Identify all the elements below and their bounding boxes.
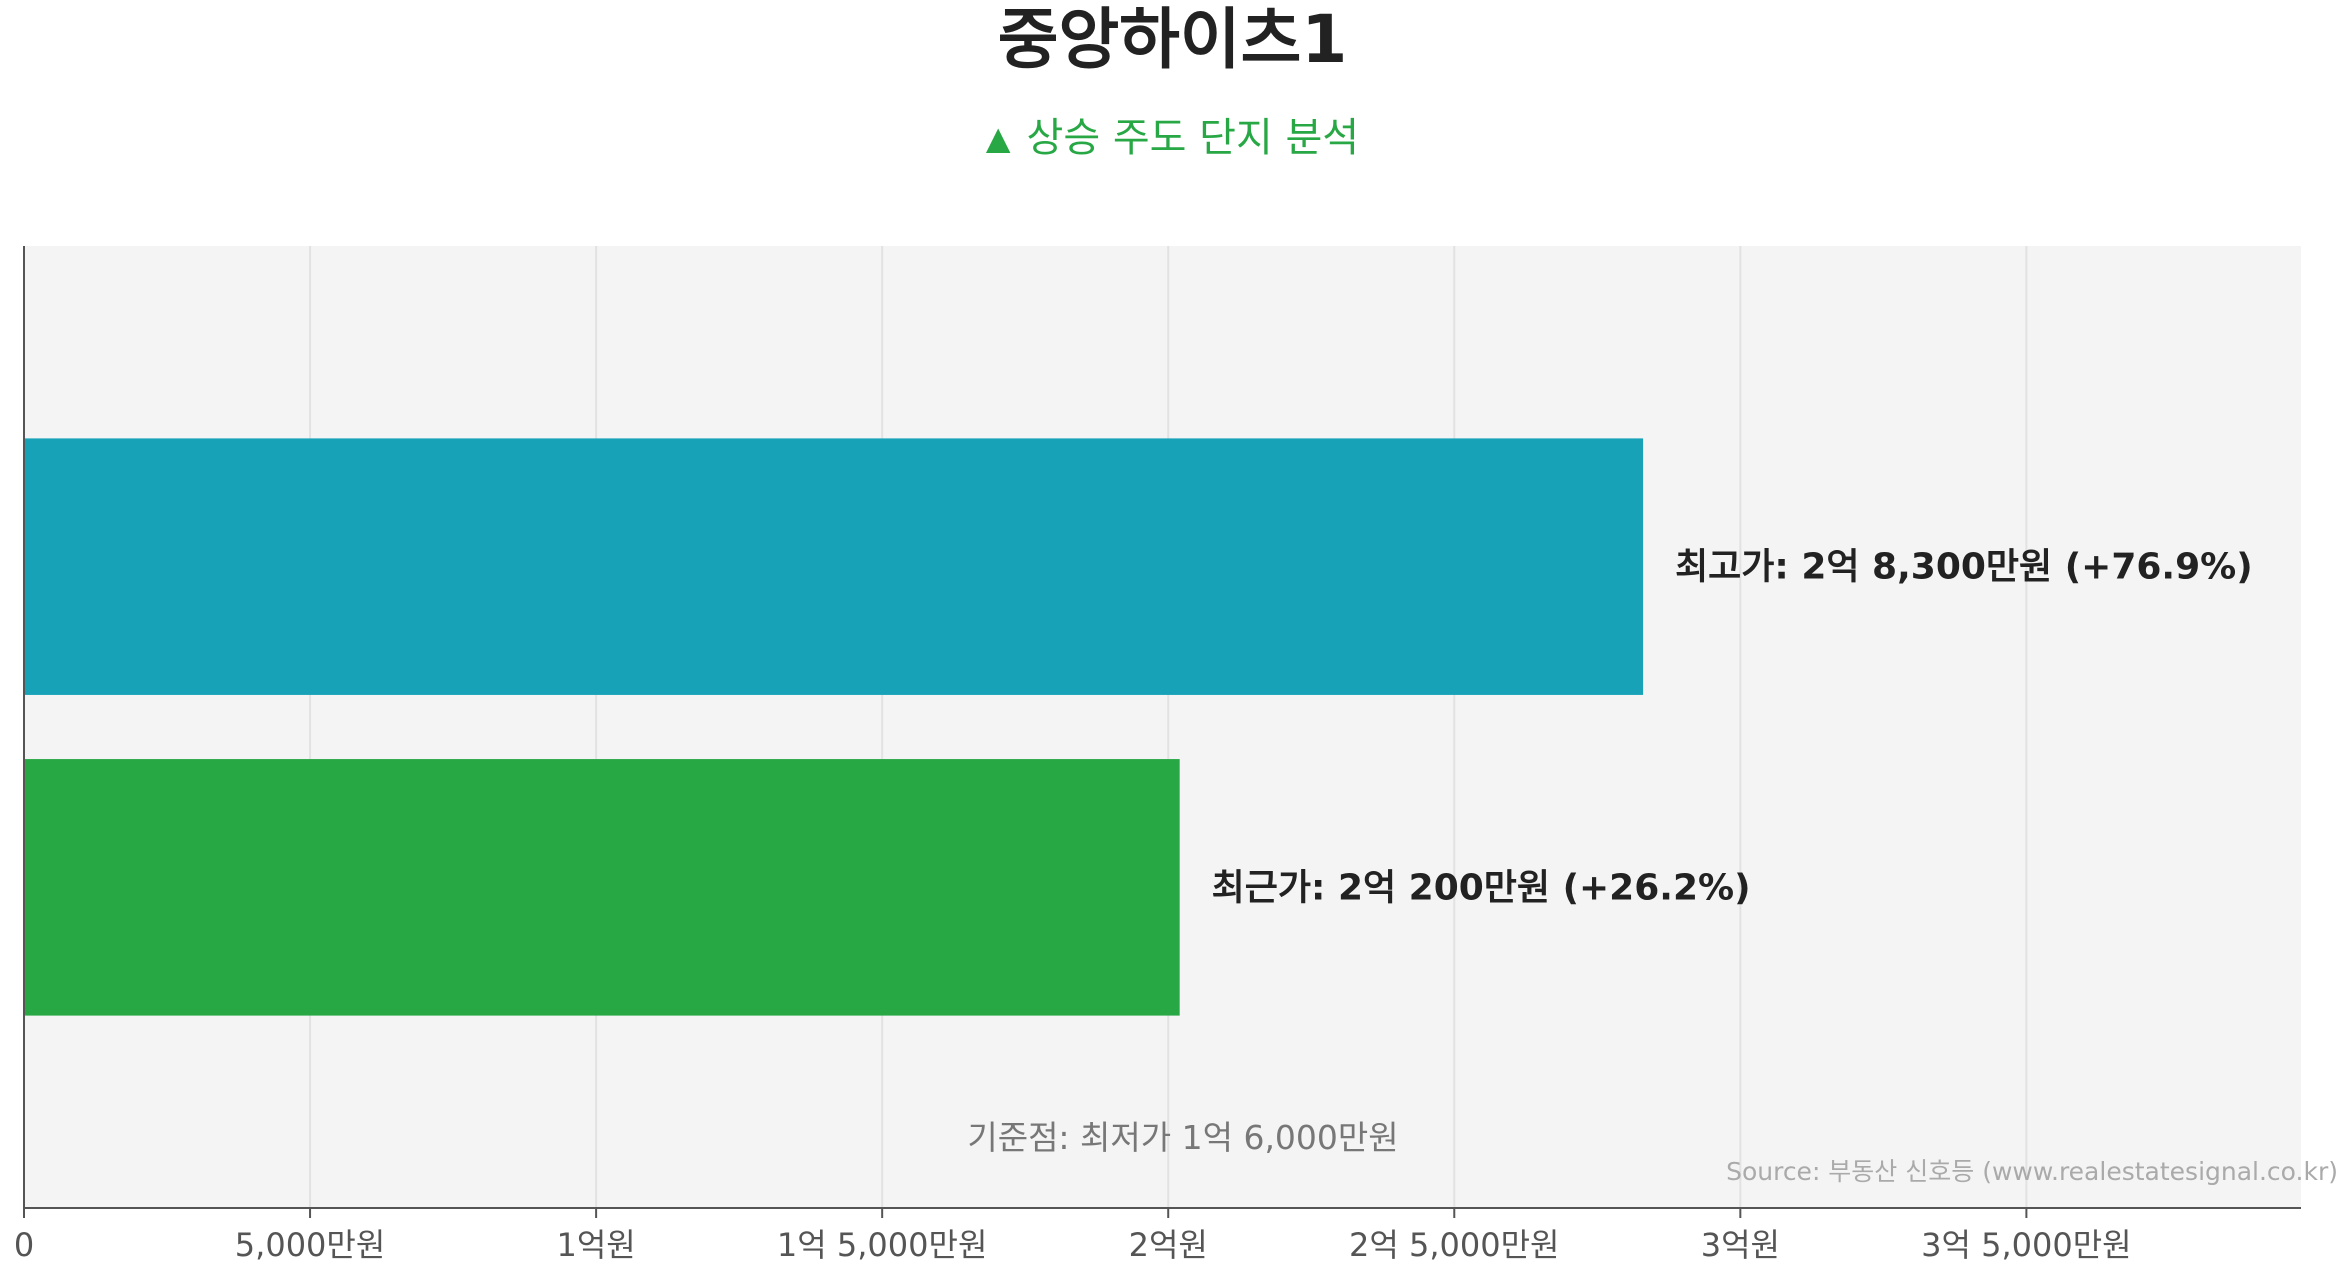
x-tick-label: 2억 5,000만원 xyxy=(1349,1226,1559,1264)
triangle-up-icon: ▲ xyxy=(985,119,1011,157)
x-tick-label: 2억원 xyxy=(1129,1226,1208,1264)
subtitle-text: 상승 주도 단지 분석 xyxy=(1026,115,1360,161)
x-tick-label: 1억원 xyxy=(556,1226,635,1264)
bar-labels: 최고가: 2억 8,300만원 (+76.9%) 최근가: 2억 200만원 (+… xyxy=(1212,547,2253,909)
plot-background xyxy=(24,246,2301,1208)
x-tick-label: 3억원 xyxy=(1701,1226,1780,1264)
bar xyxy=(24,759,1180,1016)
chart-title: 중앙하이츠1 xyxy=(997,1,1348,78)
chart-subtitle: ▲ 상승 주도 단지 분석 xyxy=(0,108,2345,168)
x-tick-label: 0 xyxy=(14,1226,34,1264)
baseline-label: 기준점: 최저가 1억 6,000만원 xyxy=(967,1118,1398,1157)
x-tick-label: 1억 5,000만원 xyxy=(777,1226,987,1264)
bar-data-label: 최고가: 2억 8,300만원 (+76.9%) xyxy=(1675,547,2253,588)
source-label: Source: 부동산 신호등 (www.realestatesignal.co… xyxy=(1726,1157,2338,1186)
bar xyxy=(24,438,1644,695)
bars xyxy=(24,438,1644,1016)
gridlines xyxy=(309,246,2028,1208)
x-axis-ticks: 0 5,000만원 1억원 1억 5,000만원 2억원 2억 5,000만원 3억원 3억 … xyxy=(14,1208,2132,1264)
x-tick-label: 5,000만원 xyxy=(235,1226,386,1264)
x-tick-label: 3억 5,000만원 xyxy=(1921,1226,2131,1264)
bar-data-label: 최근가: 2억 200만원 (+26.2%) xyxy=(1212,867,1751,908)
